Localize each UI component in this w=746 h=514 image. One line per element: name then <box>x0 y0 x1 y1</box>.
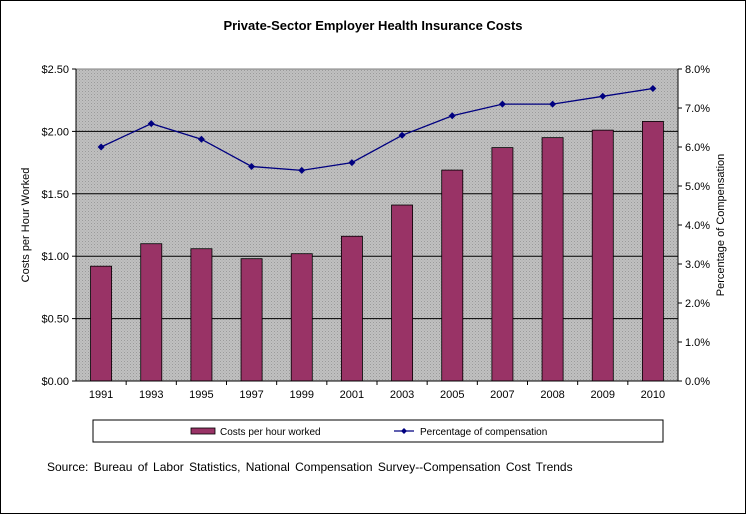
x-tick-label: 2001 <box>340 389 364 401</box>
y2-tick-label: 7.0% <box>685 103 710 115</box>
x-tick-label: 2009 <box>591 389 615 401</box>
bar-2008 <box>541 137 564 382</box>
bar-2009 <box>591 129 614 382</box>
bar-1991 <box>90 265 113 382</box>
legend-line-label: Percentage of compensation <box>420 427 547 438</box>
y2-tick-label: 0.0% <box>685 376 710 388</box>
line-point-1999 <box>298 166 306 174</box>
y2-tick-label: 1.0% <box>685 337 710 349</box>
line-point-2008 <box>549 100 557 108</box>
x-tick-label: 2008 <box>540 389 564 401</box>
line-point-2009 <box>599 92 607 100</box>
line-point-1993 <box>147 120 155 128</box>
x-tick-label: 1999 <box>290 389 314 401</box>
y2-tick-label: 6.0% <box>685 142 710 154</box>
bar-2005 <box>441 169 464 382</box>
legend-box <box>92 419 664 443</box>
y2-tick-label: 5.0% <box>685 181 710 193</box>
y-tick-label: $1.00 <box>41 251 69 263</box>
y2-tick-label: 8.0% <box>685 64 710 76</box>
x-tick-label: 2010 <box>641 389 665 401</box>
x-tick-label: 2007 <box>490 389 514 401</box>
x-tick-label: 2003 <box>390 389 414 401</box>
y2-tick-label: 4.0% <box>685 220 710 232</box>
bar-2001 <box>340 235 363 382</box>
y-tick-label: $0.50 <box>41 314 69 326</box>
bar-2007 <box>491 147 514 382</box>
line-point-2003 <box>398 131 406 139</box>
bar-1993 <box>140 243 163 382</box>
x-tick-label: 1997 <box>239 389 263 401</box>
line-point-2005 <box>448 112 456 120</box>
bar-1997 <box>240 258 263 382</box>
y2-tick-label: 2.0% <box>685 298 710 310</box>
x-tick-label: 2005 <box>440 389 464 401</box>
line-point-1995 <box>197 135 205 143</box>
legend-line-marker <box>401 428 407 434</box>
bar-2003 <box>391 204 414 382</box>
legend-bar-label: Costs per hour worked <box>220 427 321 438</box>
bar-2010 <box>641 121 664 382</box>
line-point-2001 <box>348 159 356 167</box>
x-tick-label: 1995 <box>189 389 213 401</box>
bar-1999 <box>290 253 313 382</box>
series-line-percentage <box>100 87 654 172</box>
y-tick-label: $2.50 <box>41 64 69 76</box>
plot-area <box>75 68 679 382</box>
legend: Costs per hour worked Percentage of comp… <box>92 419 664 443</box>
source-note: Source: Bureau of Labor Statistics, Nati… <box>47 460 573 474</box>
bar-1995 <box>190 248 213 382</box>
x-tick-label: 1993 <box>139 389 163 401</box>
x-tick-label: 1991 <box>89 389 113 401</box>
y-tick-label: $1.50 <box>41 189 69 201</box>
y2-tick-label: 3.0% <box>685 259 710 271</box>
legend-bar-swatch <box>190 427 216 435</box>
line-point-1991 <box>97 143 105 151</box>
y-tick-label: $0.00 <box>41 376 69 388</box>
y2-axis-title: Percentage of Compensation <box>715 154 727 296</box>
chart-title: Private-Sector Employer Health Insurance… <box>223 18 522 33</box>
y-tick-label: $2.00 <box>41 126 69 138</box>
line-point-2010 <box>649 85 657 92</box>
line-point-2007 <box>498 100 506 108</box>
y-axis-title: Costs per Hour Worked <box>20 168 32 283</box>
line-point-1997 <box>248 163 256 170</box>
